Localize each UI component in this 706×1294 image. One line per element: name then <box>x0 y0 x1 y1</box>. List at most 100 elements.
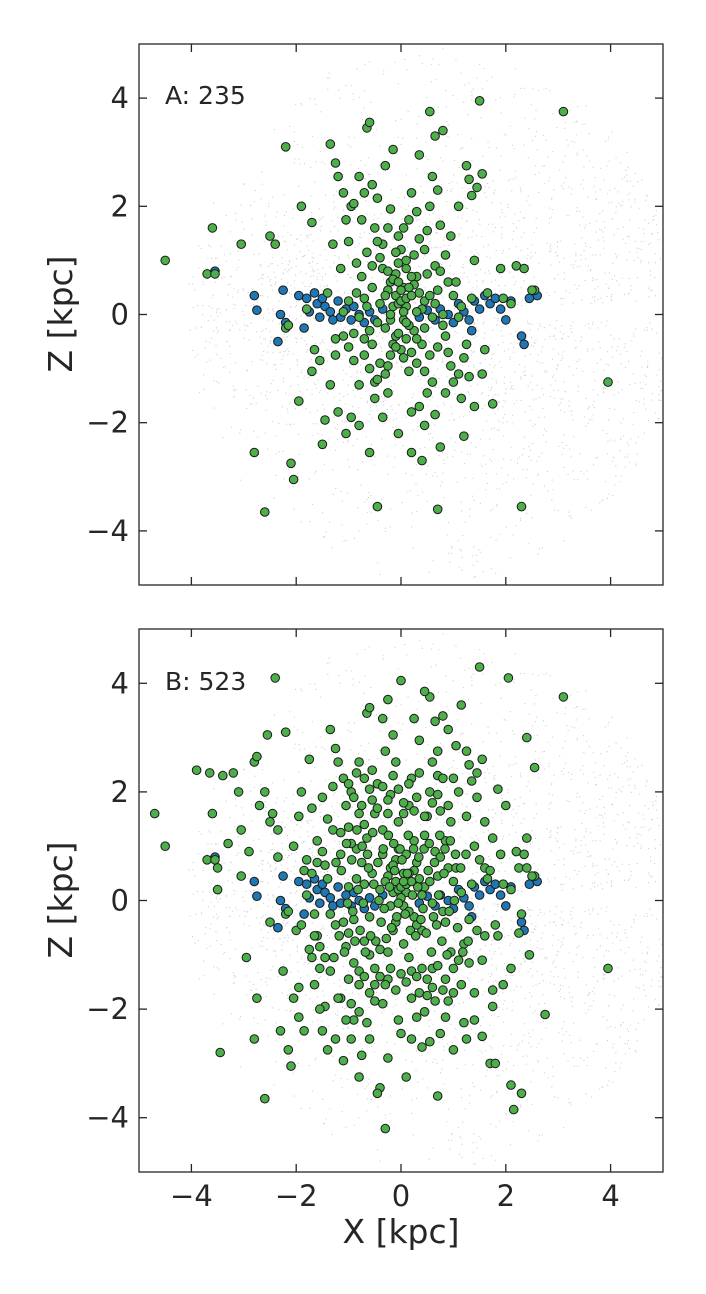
data-point <box>210 855 220 865</box>
data-point <box>333 993 343 1004</box>
data-point <box>364 893 375 903</box>
data-point <box>359 350 370 360</box>
data-point <box>464 914 474 925</box>
data-point <box>389 865 400 876</box>
data-point <box>419 323 430 333</box>
data-point <box>440 844 450 854</box>
data-point <box>386 922 397 933</box>
data-point <box>487 833 498 843</box>
data-point <box>461 1034 472 1044</box>
data-point <box>315 898 325 909</box>
data-point <box>480 817 490 827</box>
data-point <box>329 952 339 963</box>
data-point <box>522 732 532 743</box>
data-point <box>527 285 537 296</box>
data-point <box>495 263 506 274</box>
data-point <box>388 144 398 155</box>
data-point <box>249 290 260 301</box>
data-point <box>516 331 527 341</box>
data-point <box>472 182 482 193</box>
y-tick-label: −4 <box>86 1101 129 1135</box>
data-point <box>419 244 430 255</box>
data-point <box>540 1009 550 1020</box>
data-point <box>440 974 451 985</box>
data-point <box>401 255 412 266</box>
data-point <box>351 768 362 778</box>
data-point <box>363 863 374 873</box>
data-point <box>365 931 376 941</box>
data-point <box>273 825 283 835</box>
data-point <box>356 1050 367 1061</box>
data-point <box>474 890 485 900</box>
data-point <box>328 825 338 835</box>
data-point <box>439 868 449 879</box>
data-point <box>451 740 461 751</box>
data-point <box>343 236 354 247</box>
data-point <box>410 931 421 941</box>
data-point <box>315 1004 325 1014</box>
data-point <box>438 985 448 995</box>
data-point <box>325 909 336 919</box>
data-point <box>419 686 430 697</box>
data-point <box>443 996 454 1006</box>
data-point <box>278 285 288 296</box>
data-point <box>354 420 364 431</box>
data-point <box>438 711 448 721</box>
data-point <box>309 931 320 941</box>
data-point <box>278 871 288 881</box>
data-point <box>267 808 278 819</box>
data-point <box>516 1088 527 1099</box>
data-point <box>416 914 426 925</box>
data-point <box>603 377 613 387</box>
data-point <box>406 347 417 358</box>
data-point <box>372 1088 383 1099</box>
data-point <box>358 898 369 909</box>
data-point <box>448 377 459 387</box>
data-point <box>524 950 535 960</box>
data-point <box>417 890 427 900</box>
data-point <box>331 857 341 868</box>
data-point <box>380 369 391 379</box>
data-point <box>392 912 402 922</box>
data-point <box>333 296 343 306</box>
data-point <box>417 455 427 466</box>
data-point <box>466 776 477 786</box>
data-point <box>370 996 380 1006</box>
data-point <box>490 920 501 930</box>
data-point <box>393 1015 404 1025</box>
panel-a-green-series <box>160 96 613 517</box>
panel-b: −4 −2 0 2 4 −4 −2 0 2 4 B: 523 Z [kpc] X [kpc] <box>41 628 664 1251</box>
data-point <box>380 979 391 990</box>
data-point <box>309 909 320 919</box>
data-point <box>414 988 425 998</box>
data-point <box>207 223 218 233</box>
data-point <box>469 1015 480 1025</box>
data-point <box>508 1104 519 1115</box>
data-point <box>490 879 501 890</box>
data-point <box>233 787 244 797</box>
data-point <box>474 304 485 314</box>
data-point <box>380 746 391 757</box>
x-tick-label: −2 <box>275 1179 318 1213</box>
data-point <box>466 325 477 336</box>
data-point <box>401 977 412 987</box>
data-point <box>432 746 443 757</box>
data-point <box>349 355 359 366</box>
data-point <box>456 979 467 990</box>
data-point <box>278 966 288 976</box>
data-point <box>432 960 443 971</box>
y-tick-label: 0 <box>111 298 129 332</box>
data-point <box>375 298 385 309</box>
data-point <box>275 309 286 320</box>
data-point <box>477 754 488 765</box>
data-point <box>406 407 417 417</box>
data-point <box>461 849 471 860</box>
data-point <box>422 990 433 1001</box>
data-point <box>516 909 527 919</box>
data-point <box>372 374 383 385</box>
panel-a-ticks: −4 −2 0 2 4 <box>86 44 663 585</box>
data-point <box>438 125 448 136</box>
data-point <box>372 317 383 328</box>
data-point <box>149 808 160 819</box>
data-point <box>349 914 359 925</box>
